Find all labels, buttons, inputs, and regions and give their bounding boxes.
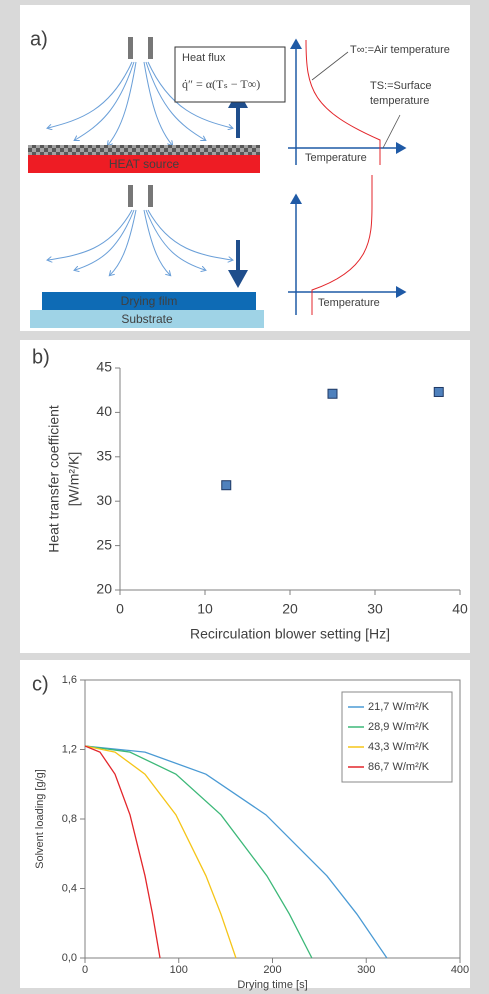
drying-film-label: Drying film [121,294,178,308]
y-tick-label: 25 [96,536,112,552]
x-tick-label: 300 [357,964,375,976]
legend-label: 86,7 W/m²/K [368,761,430,773]
y-tick-label: 1,6 [62,674,77,686]
formula: q̇″ = α(Tₛ − T∞) [182,77,260,91]
line [84,745,388,959]
legend-label: 28,9 W/m²/K [368,721,430,733]
surface-temp-label: TS:=Surface [370,80,431,92]
x-tick-label: 200 [263,964,281,976]
axis-label: Temperature [305,152,367,164]
panel-b [20,340,470,653]
x-tick-label: 40 [452,601,468,617]
y-tick-label: 20 [96,581,112,597]
y-axis-label: [W/m²/K] [66,452,82,506]
air-temp-label: T∞:=Air temperature [350,44,450,56]
point [221,480,232,491]
heat-flux-label: Heat flux [182,52,226,64]
x-tick-label: 30 [367,601,383,617]
surface-temp-label: temperature [370,95,429,107]
x-tick-label: 10 [197,601,213,617]
x-tick-label: 100 [170,964,188,976]
x-axis-label: Drying time [s] [237,979,307,991]
y-tick-label: 35 [96,448,112,464]
diagram: a) HEAT source Heat flux q̇″ = α(Tₛ − T∞… [28,28,450,328]
x-tick-label: 400 [451,964,469,976]
y-axis-label: Solvent loading [g/g] [34,769,46,869]
x-tick-label: 0 [116,601,124,617]
y-tick-label: 45 [96,359,112,375]
axis-label: Temperature [318,297,380,309]
line [84,745,237,959]
y-axis-label: Heat transfer coefficient [46,405,62,553]
y-tick-label: 1,2 [62,743,77,755]
panel-label: a) [30,28,48,50]
y-tick-label: 40 [96,403,112,419]
x-tick-label: 0 [82,964,88,976]
y-tick-label: 0,4 [62,882,77,894]
legend-label: 43,3 W/m²/K [368,741,430,753]
x-tick-label: 20 [282,601,298,617]
panel-label: c) [32,673,49,695]
line [84,745,161,959]
y-tick-label: 0,0 [62,952,77,964]
y-tick-label: 30 [96,492,112,508]
point [433,386,444,397]
point [327,388,338,399]
line [84,745,313,959]
heat-source-label: HEAT source [109,157,180,171]
panel-label: b) [32,346,50,368]
legend-label: 21,7 W/m²/K [368,701,430,713]
y-tick-label: 0,8 [62,813,77,825]
substrate-label: Substrate [121,312,173,326]
x-axis-label: Recirculation blower setting [Hz] [190,626,390,642]
